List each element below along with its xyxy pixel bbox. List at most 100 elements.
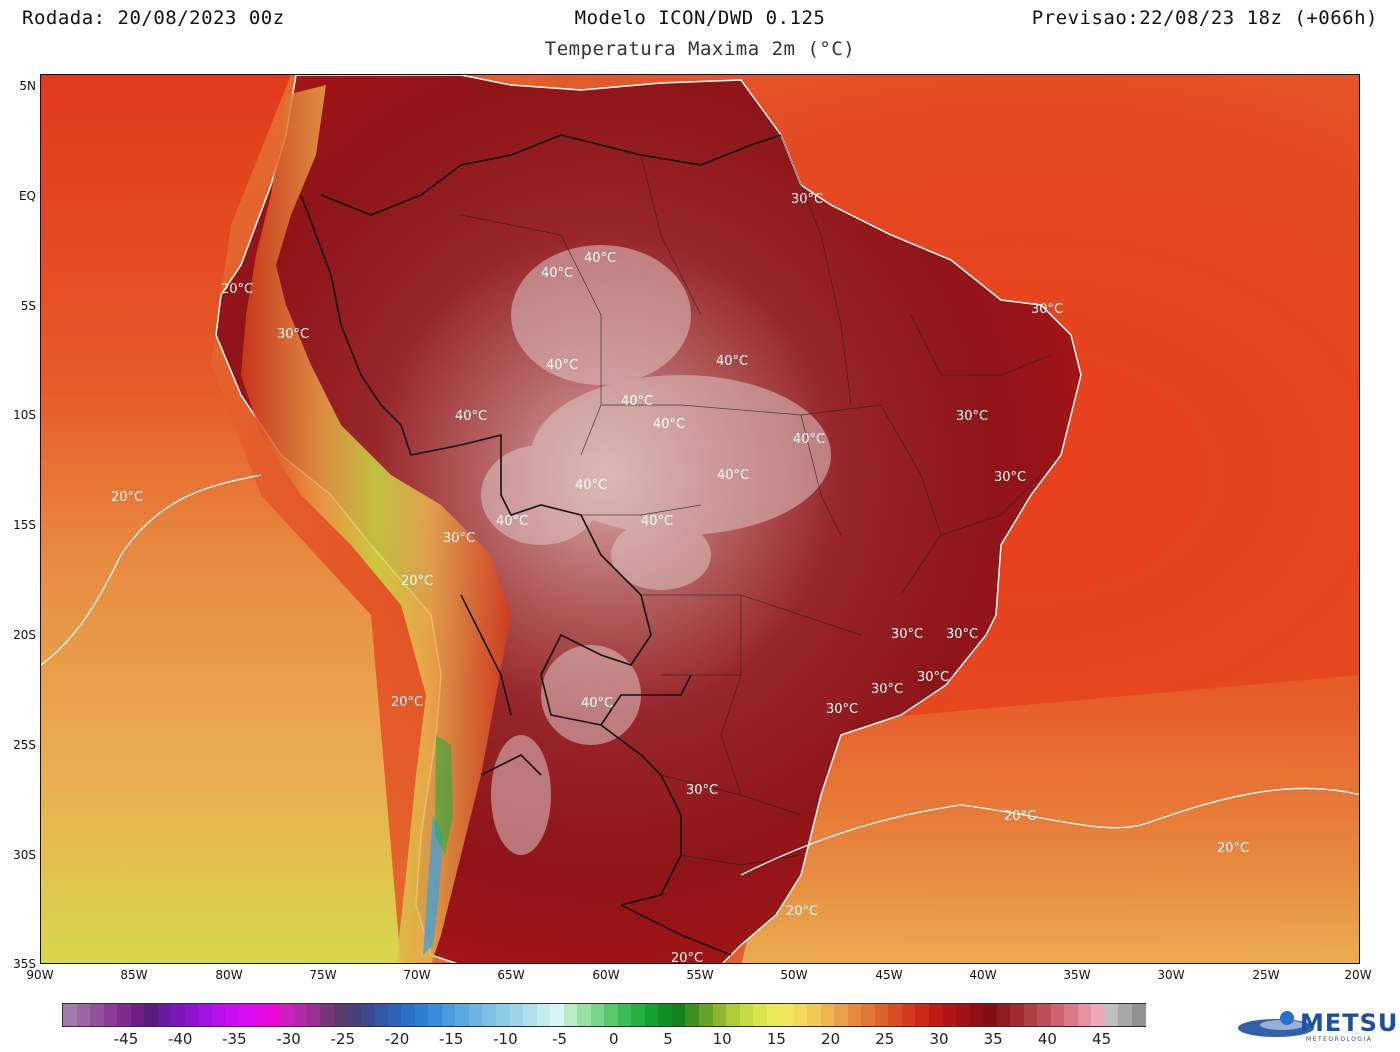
- contour-label: 40°C: [575, 478, 607, 493]
- contour-label: 40°C: [541, 266, 573, 281]
- colorbar-cell: [644, 1004, 659, 1026]
- colorbar-cell: [496, 1004, 510, 1026]
- colorbar-cell: [347, 1004, 361, 1026]
- colorbar-cell: [888, 1004, 902, 1026]
- colorbar-cell: [157, 1004, 172, 1026]
- colorbar-cell: [1118, 1004, 1132, 1026]
- colorbar-label: -40: [167, 1030, 193, 1048]
- colorbar-cell: [279, 1004, 294, 1026]
- run-date: Rodada: 20/08/2023 00z: [22, 7, 285, 29]
- lon-label: 90W: [26, 968, 54, 982]
- colorbar-cell: [550, 1004, 564, 1026]
- colorbar-label: 40: [1037, 1030, 1057, 1048]
- colorbar-cell: [374, 1004, 388, 1026]
- colorbar-cell: [252, 1004, 266, 1026]
- colorbar-label: 45: [1092, 1030, 1112, 1048]
- forecast-time: Previsao:22/08/23 18z (+066h): [1031, 7, 1378, 29]
- colorbar-label: 35: [983, 1030, 1003, 1048]
- lat-label: 35S: [13, 957, 36, 971]
- colorbar-cell: [847, 1004, 862, 1026]
- contour-label: 30°C: [686, 783, 718, 798]
- colorbar-cell: [698, 1004, 713, 1026]
- colorbar-cell: [184, 1004, 199, 1026]
- colorbar-cell: [387, 1004, 402, 1026]
- colorbar-cell: [1010, 1004, 1024, 1026]
- contour-label: 30°C: [994, 470, 1026, 485]
- colorbar-cell: [468, 1004, 483, 1026]
- variable-title: Temperatura Maxima 2m (°C): [544, 38, 856, 60]
- colorbar-cell: [1037, 1004, 1051, 1026]
- contour-label: 40°C: [717, 468, 749, 483]
- ocean-contours: [41, 474, 1359, 876]
- lon-label: 30W: [1157, 968, 1185, 982]
- colorbar-label: 0: [609, 1030, 619, 1048]
- lon-label: 25W: [1252, 968, 1280, 982]
- colorbar-cell: [103, 1004, 118, 1026]
- colorbar-label: 5: [663, 1030, 673, 1048]
- contour-label: 20°C: [221, 282, 253, 297]
- colorbar-cell: [956, 1004, 970, 1026]
- colorbar-cell: [482, 1004, 496, 1026]
- colorbar-cell: [117, 1004, 131, 1026]
- map-svg: 40°C 40°C 40°C 40°C 40°C 40°C 40°C 40°C …: [41, 75, 1359, 963]
- lon-label: 40W: [969, 968, 997, 982]
- colorbar-cell: [455, 1004, 469, 1026]
- colorbar-cell: [76, 1004, 91, 1026]
- temperature-map: 40°C 40°C 40°C 40°C 40°C 40°C 40°C 40°C …: [40, 74, 1360, 964]
- colorbar-cell: [414, 1004, 429, 1026]
- colorbar-label: -15: [438, 1030, 464, 1048]
- colorbar-cell: [915, 1004, 929, 1026]
- colorbar-label: -10: [493, 1030, 518, 1048]
- colorbar-cell: [1104, 1004, 1119, 1026]
- lon-label: 55W: [686, 968, 714, 982]
- colorbar-label: -30: [276, 1030, 301, 1048]
- contour-label: 40°C: [455, 409, 487, 424]
- colorbar-cell: [942, 1004, 957, 1026]
- colorbar-label: -5: [552, 1030, 568, 1048]
- lon-label: 50W: [780, 968, 808, 982]
- colorbar-cell: [1050, 1004, 1065, 1026]
- lat-label: 30S: [13, 848, 36, 862]
- contour-label: 30°C: [871, 682, 903, 697]
- contour-label: 40°C: [621, 394, 653, 409]
- lat-label: 10S: [13, 408, 36, 422]
- lon-label: 80W: [215, 968, 243, 982]
- colorbar-cell: [130, 1004, 145, 1026]
- colorbar-cell: [631, 1004, 645, 1026]
- colorbar-cell: [671, 1004, 686, 1026]
- colorbar-cell: [820, 1004, 835, 1026]
- colorbar-cell: [293, 1004, 307, 1026]
- colorbar-label: 30: [929, 1030, 949, 1048]
- lat-label: 25S: [13, 738, 36, 752]
- colorbar-cell: [198, 1004, 212, 1026]
- lat-label: 20S: [13, 628, 36, 642]
- contour-label: 20°C: [1217, 841, 1249, 856]
- contour-label: 20°C: [111, 490, 143, 505]
- contour-label: 40°C: [716, 354, 748, 369]
- lat-label: 15S: [13, 518, 36, 532]
- colorbar-cell: [63, 1004, 77, 1026]
- colorbar-cell: [238, 1004, 253, 1026]
- contour-label: 30°C: [277, 327, 309, 342]
- logo-name: METSUL: [1300, 1009, 1400, 1037]
- contour-label: 30°C: [946, 627, 978, 642]
- colorbar-cell: [563, 1004, 578, 1026]
- colorbar-cell: [712, 1004, 727, 1026]
- lon-label: 85W: [120, 968, 148, 982]
- colorbar-cell: [739, 1004, 754, 1026]
- colorbar-cell: [753, 1004, 767, 1026]
- colorbar-label: -45: [113, 1030, 139, 1048]
- colorbar-cell: [265, 1004, 280, 1026]
- pacific-ocean: [41, 75, 401, 963]
- colorbar-cell: [983, 1004, 997, 1026]
- lon-label: 60W: [592, 968, 620, 982]
- contour-label: 40°C: [584, 251, 616, 266]
- andes-snow: [423, 815, 443, 955]
- colorbar-cell: [306, 1004, 321, 1026]
- contour-label: 40°C: [496, 514, 528, 529]
- colorbar-cell: [996, 1004, 1011, 1026]
- colorbar-label: 25: [875, 1030, 895, 1048]
- lat-label: 5S: [20, 299, 36, 313]
- contour-label: 30°C: [956, 409, 988, 424]
- contour-label: 20°C: [401, 574, 433, 589]
